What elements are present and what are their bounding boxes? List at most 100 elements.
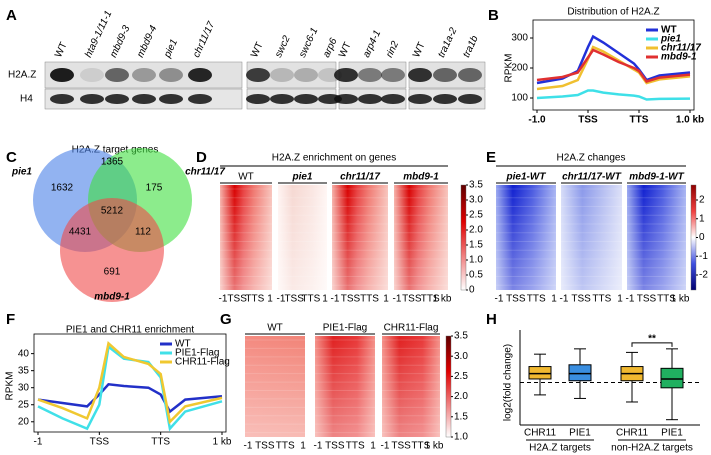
venn-title: H2A.Z target genes [72, 145, 159, 156]
blot-band [270, 94, 294, 104]
venn-set-label: mbd9-1 [94, 292, 130, 303]
y-tick-label: 100 [511, 93, 528, 104]
venn-count: 112 [135, 227, 151, 238]
colorbar-tick-label: 2 [699, 195, 705, 206]
colorbar-tick-label: 1.0 [454, 432, 468, 443]
heatmap-x-label: -1 [626, 294, 635, 305]
heatmap-x-label: TSS [227, 294, 247, 305]
y-axis-label: log2(fold change) [503, 344, 514, 421]
heatmap-x-label: 1 [267, 294, 273, 305]
heatmap-x-label: 1 kb [671, 294, 690, 305]
blot-band [408, 68, 432, 82]
blot-band [50, 68, 74, 82]
lane-label: mbd9-4 [135, 24, 159, 60]
venn-count: 4431 [69, 227, 92, 238]
panel-label: A [6, 7, 17, 24]
heatmap-column-label: WT [238, 172, 254, 183]
y-tick-label: 200 [511, 63, 528, 74]
legend-label: CHR11-Flag [175, 357, 230, 368]
colorbar-tick-label: 3.0 [454, 351, 468, 362]
legend-label: PIE1-Flag [175, 348, 219, 359]
plot-frame [532, 19, 695, 111]
heatmap-title: H2A.Z enrichment on genes [272, 153, 397, 164]
box [660, 367, 684, 389]
heatmap-x-label: 1 [300, 441, 306, 452]
panel-label: E [486, 149, 496, 166]
heatmap-title: H2A.Z changes [557, 153, 626, 164]
venn-count: 1365 [101, 157, 124, 168]
blot-band [105, 68, 129, 82]
blot-band [188, 68, 212, 82]
heatmap-x-label: 1 [383, 294, 389, 305]
lane-label: pie1 [162, 38, 180, 61]
heatmap-x-label: -1 [244, 441, 253, 452]
box [568, 364, 592, 382]
colorbar-tick-label: 1.5 [469, 240, 483, 251]
colorbar-tick-label: 0 [699, 232, 705, 243]
panel-label: F [6, 311, 15, 328]
chart-title: PIE1 and CHR11 enrichment [66, 325, 194, 336]
heatmap-x-label: TSS [637, 294, 657, 305]
heatmap-x-label: -1 [393, 294, 402, 305]
x-tick-label: TSS [578, 115, 598, 126]
heatmap-x-label: TTS [360, 294, 379, 305]
heatmap-x-label: -1 [277, 294, 286, 305]
colorbar-tick-label: 0.5 [469, 270, 483, 281]
panel-label: H [486, 311, 497, 328]
colorbar-tick-label: 2.0 [469, 225, 483, 236]
lane-label: chr11/17 [191, 20, 217, 60]
colorbar [460, 184, 467, 291]
heatmap-x-label: 1 [617, 294, 623, 305]
blot-band [433, 68, 457, 82]
blot-band [294, 94, 318, 104]
heatmap-x-label: 1 kb [433, 294, 452, 305]
blot-band [381, 68, 405, 82]
lane-label: swc6-1 [297, 26, 320, 59]
heatmap-x-label: TSS [571, 294, 591, 305]
blot-band [334, 68, 358, 82]
colorbar-tick-label: 3.5 [469, 180, 483, 191]
heatmap-x-label: TTS [657, 294, 676, 305]
heatmap-column-label: mbd9-1-WT [629, 172, 684, 183]
blot-band [381, 94, 405, 104]
lane-label: WT [337, 41, 354, 60]
colorbar-tick-label: 2.0 [454, 391, 468, 402]
heatmap-x-label: 1 [322, 294, 328, 305]
blot-band [408, 94, 432, 104]
heatmap-x-label: TTS [301, 294, 320, 305]
blot-band [80, 94, 104, 104]
heatmap-x-label: 1 [370, 441, 376, 452]
venn-count: 5212 [101, 206, 124, 217]
heatmap-x-label: 1 [551, 294, 557, 305]
heatmap-shade [332, 185, 388, 290]
x-tick-label: 1 kb [213, 437, 232, 448]
series-line [37, 344, 223, 432]
y-tick-label: 300 [511, 33, 528, 44]
colorbar-tick-label: 1 [699, 213, 705, 224]
heatmap-x-label: TTS [245, 294, 264, 305]
blot-band [458, 68, 482, 82]
blot-band [132, 68, 156, 82]
y-tick-label: 40 [18, 348, 30, 359]
colorbar-tick-label: -2 [699, 270, 708, 281]
x-tick-label: PIE1 [661, 428, 683, 439]
heatmap-column-label: mbd9-1 [403, 172, 439, 183]
heatmap-x-label: -1 [331, 294, 340, 305]
series-line [536, 48, 691, 83]
heatmap-x-label: TSS [325, 441, 345, 452]
blot-band [270, 68, 294, 82]
y-tick-label: 20 [18, 416, 30, 427]
lane-label: rin2 [384, 39, 401, 59]
venn-circle [60, 198, 164, 302]
lane-label: tra1b [461, 34, 481, 60]
x-tick-label: 1.0 kb [676, 115, 704, 126]
blot-band [246, 68, 270, 82]
colorbar [690, 184, 697, 291]
heatmap-shade [627, 185, 686, 290]
colorbar-tick-label: 1.5 [454, 411, 468, 422]
group-label: non-H2A.Z targets [611, 443, 693, 454]
heatmap-x-label: -1 [219, 294, 228, 305]
blot-band [50, 94, 74, 104]
lane-label: swc2 [273, 34, 293, 60]
